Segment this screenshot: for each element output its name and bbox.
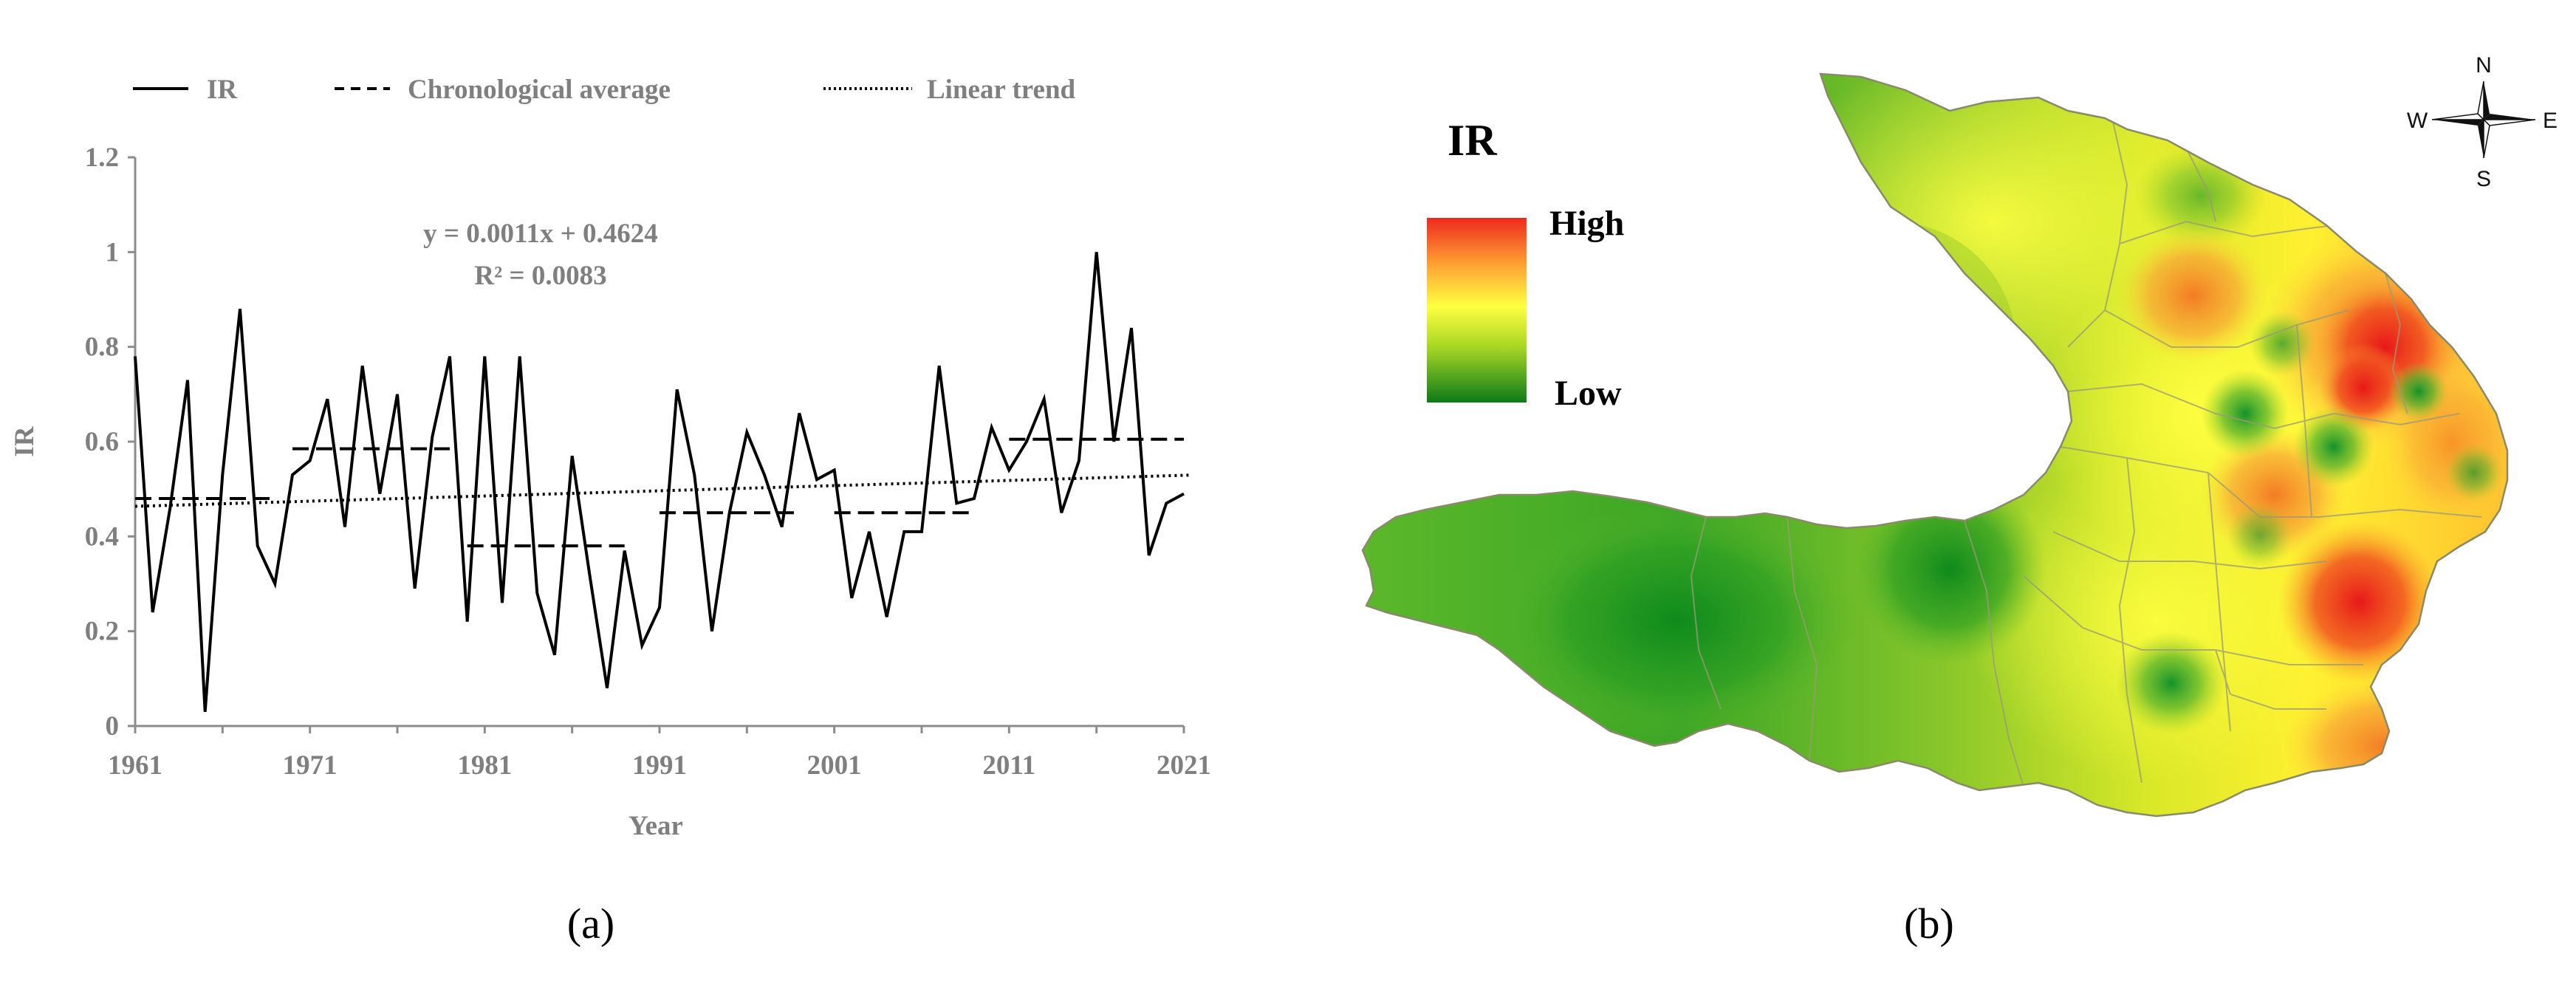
y-axis-label: IR [10,425,40,456]
legend-label-chronological-average: Chronological average [408,75,671,105]
y-tick-label: 1.2 [85,143,119,173]
compass-e: E [2543,109,2558,133]
legend-label-linear-trend: Linear trend [927,75,1076,105]
map-legend-colorbar [1427,218,1527,403]
series-layer [134,252,1192,712]
x-axis-ticks: 1961 1971 1981 1991 2001 2011 2021 [108,726,1211,781]
x-tick-label: 1991 [632,750,687,781]
chart-legend: IR Chronological average Linear trend [133,75,1076,105]
map-legend: IR High Low [1427,116,1624,413]
ir-spatial-map: IR High Low N S E W [1361,53,2558,818]
map-legend-low: Low [1555,374,1622,413]
y-tick-label: 0.6 [85,427,119,457]
trend-equation: y = 0.0011x + 0.4624 [423,219,658,249]
compass-rose-icon: N S E W [2407,53,2558,191]
x-tick-label: 2021 [1157,750,1211,781]
x-axis-label: Year [628,811,683,841]
r-squared: R² = 0.0083 [474,261,606,291]
ir-series-line [134,252,1185,712]
x-tick-label: 1961 [108,750,162,781]
line-chart: IR Chronological average Linear trend 00… [10,75,1211,841]
x-tick-label: 1981 [457,750,512,781]
map-legend-high: High [1549,204,1624,243]
legend-label-ir: IR [207,75,238,105]
y-axis-ticks: 0 0.2 0.4 0.6 0.8 1 1.2 [85,143,135,741]
map-fill [1363,74,2507,816]
y-tick-label: 0 [106,711,120,741]
compass-w: W [2407,109,2428,133]
compass-n: N [2476,53,2492,78]
x-tick-label: 2001 [807,750,862,781]
x-tick-label: 1971 [283,750,338,781]
compass-s: S [2476,167,2491,191]
x-tick-label: 2011 [982,750,1035,781]
linear-trend-line [134,473,1192,508]
y-tick-label: 0.2 [85,617,119,647]
y-tick-label: 0.4 [85,521,119,552]
y-tick-label: 1 [106,237,120,267]
panel-label-b: (b) [1904,900,1954,948]
panel-label-a: (a) [567,900,614,948]
map-legend-title: IR [1448,116,1497,165]
y-tick-label: 0.8 [85,332,119,363]
